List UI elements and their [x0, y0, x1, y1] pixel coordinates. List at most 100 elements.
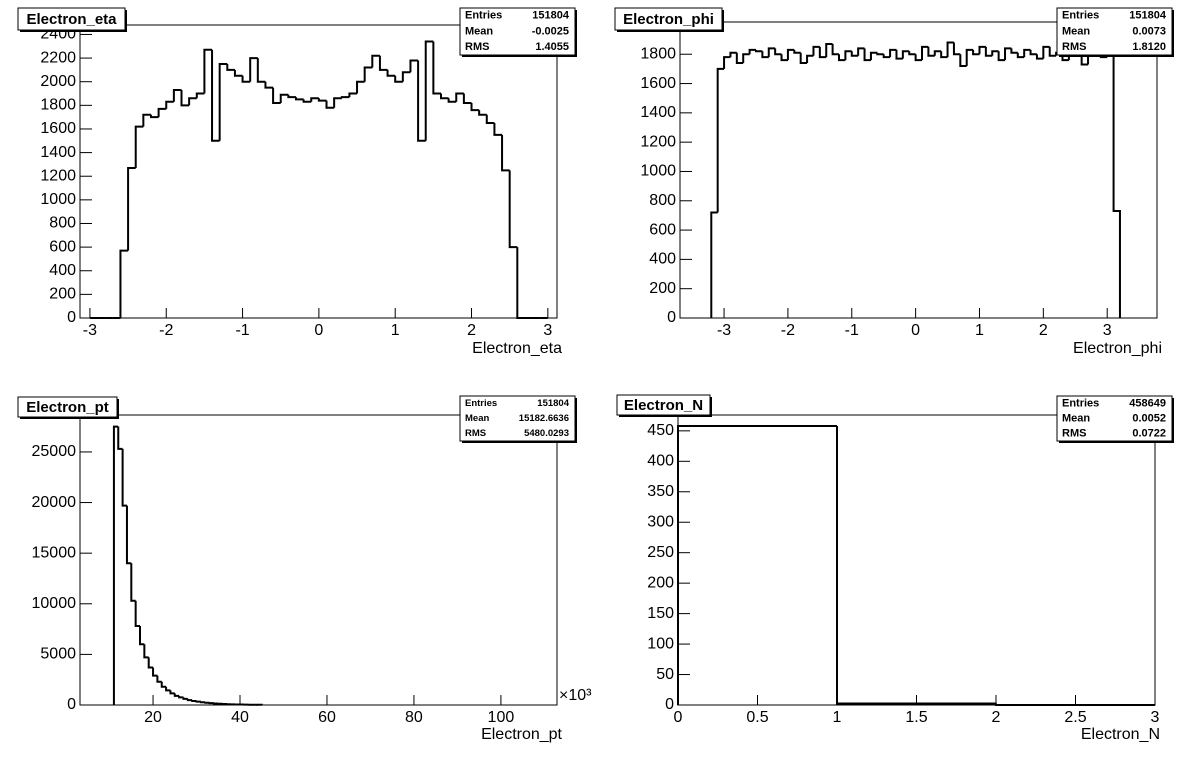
stats-label: Entries [1062, 397, 1099, 409]
stats-box [1056, 395, 1173, 442]
stats-value: 1.8120 [1132, 41, 1166, 53]
histogram-bin [417, 60, 426, 142]
y-tick-label: 100 [647, 635, 674, 652]
x-tick-label: 80 [405, 709, 423, 726]
histogram-bin [363, 66, 373, 82]
histogram-bin [340, 96, 350, 99]
histogram-bin [152, 667, 158, 677]
x-tick-label: 3 [1103, 322, 1112, 339]
stats-value: 151804 [1129, 10, 1167, 22]
histogram-bin [241, 75, 251, 83]
histogram-bin [876, 52, 884, 56]
y-tick-label: 20000 [32, 494, 77, 511]
histogram-bin [1004, 47, 1012, 61]
stats-label: Entries [465, 398, 497, 409]
histogram-bin [470, 102, 480, 112]
histogram-bin [160, 681, 167, 688]
histogram-bin [793, 49, 801, 54]
x-tick-label: -1 [845, 322, 859, 339]
histogram-bin [921, 45, 929, 61]
histogram-bin [742, 53, 750, 64]
stats-label: Entries [465, 10, 502, 22]
x-axis-title: Electron_pt [481, 726, 562, 743]
histogram-bin [825, 42, 833, 58]
histogram-bin [767, 47, 776, 58]
histogram-bin [677, 424, 837, 705]
histogram-bin [844, 50, 852, 61]
x-tick-label: 0 [911, 322, 920, 339]
histogram-bin [447, 98, 457, 103]
y-tick-label: 800 [49, 215, 76, 232]
histogram-bin [348, 92, 358, 98]
x-tick-label: 60 [318, 709, 336, 726]
histogram-bin [780, 54, 788, 62]
histogram-bin [125, 505, 132, 565]
stats-label: Mean [1062, 25, 1090, 37]
y-tick-label: 5000 [40, 646, 76, 663]
histogram-bin [723, 56, 731, 69]
pad-title: Electron_pt [26, 399, 109, 416]
histogram-bin [195, 92, 205, 99]
x-tick-label: 2 [992, 709, 1001, 726]
histogram-bin [1016, 52, 1025, 59]
histogram-bin [946, 41, 954, 58]
histogram-bin [748, 48, 756, 55]
y-tick-label: 1000 [40, 191, 76, 208]
histogram-bin [984, 46, 993, 57]
histogram-bin [933, 50, 942, 56]
histogram-bin [294, 97, 304, 101]
histogram-bin [317, 98, 327, 102]
histogram-bin [1035, 54, 1044, 60]
histogram-bin [478, 110, 487, 116]
x-tick-label: 1 [391, 322, 400, 339]
histogram-bin [812, 45, 820, 56]
histogram-bin [142, 113, 151, 127]
histogram-bin [147, 657, 154, 669]
histogram-bin [735, 52, 744, 65]
histogram-bin [838, 54, 846, 62]
stats-label: RMS [1062, 41, 1086, 53]
stats-value: 15182.6636 [519, 413, 569, 424]
histogram-bin [1080, 55, 1089, 66]
histogram-bin [139, 626, 145, 646]
histogram-bin [774, 48, 782, 56]
histogram-bin [249, 57, 258, 82]
histogram-bin [195, 700, 201, 703]
title-box [17, 396, 118, 418]
y-tick-label: 15000 [32, 544, 77, 561]
x-tick-label: 2 [467, 322, 476, 339]
y-tick-label: 200 [649, 280, 676, 297]
histogram-bin [188, 97, 197, 106]
stats-box [1056, 7, 1173, 56]
histogram-bin [965, 48, 974, 66]
x-tick-label: 0 [314, 322, 323, 339]
histogram-bin [191, 699, 197, 702]
y-tick-label: 1200 [640, 133, 676, 150]
pad-title: Electron_eta [26, 11, 117, 28]
histogram-bin [940, 51, 948, 59]
x-tick-label: 3 [1151, 709, 1160, 726]
histogram-bin [156, 675, 162, 683]
histogram-bin [927, 46, 935, 57]
stats-label: Entries [1062, 10, 1099, 22]
x-tick-label: -2 [159, 322, 173, 339]
stats-value: 458649 [1129, 397, 1166, 409]
histogram-bin [1112, 51, 1121, 318]
histogram-bin [279, 93, 289, 103]
histogram-bin [143, 644, 149, 659]
y-tick-label: 800 [649, 192, 676, 209]
y-tick-label: 0 [67, 309, 76, 326]
y-tick-label: 25000 [32, 443, 77, 460]
histogram-bin [978, 45, 986, 55]
y-tick-label: 200 [49, 286, 76, 303]
stats-value: -0.0025 [532, 25, 569, 37]
histogram-bin [1029, 49, 1037, 56]
histogram-bin [130, 563, 136, 602]
histogram-bin [857, 47, 865, 56]
y-tick-label: 2000 [40, 73, 76, 90]
stats-value: 5480.0293 [524, 428, 569, 439]
plot-frame [79, 414, 558, 706]
histogram-bin [432, 41, 441, 95]
